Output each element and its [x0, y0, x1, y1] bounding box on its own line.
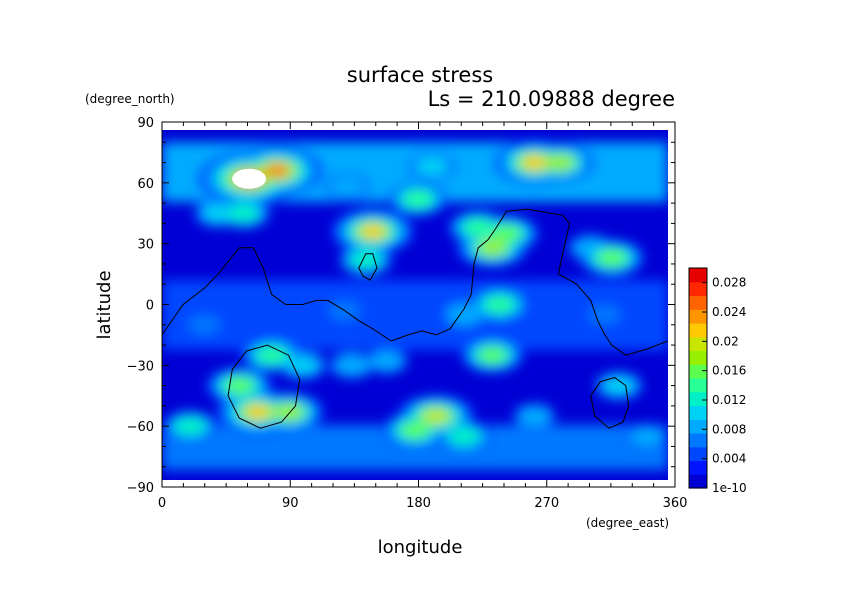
field-blob [269, 166, 285, 175]
x-axis: 0 90 180 270 360 [158, 122, 688, 511]
colorbar-segment [689, 295, 707, 310]
field-blob [401, 422, 429, 438]
colorbar-segment [689, 350, 707, 365]
colorbar-tick-label: 1e-10 [712, 481, 747, 495]
field-blob [188, 315, 221, 335]
colorbar-segment [689, 309, 707, 324]
y-axis: 90 60 30 0 −30 −60 −90 [127, 116, 675, 496]
colorbar-segment [689, 378, 707, 393]
y-tick-label: 90 [137, 116, 154, 131]
field-blob [425, 410, 447, 422]
colorbar-segment [689, 281, 707, 297]
field-blob [604, 377, 634, 395]
field-blob [338, 357, 366, 374]
chart-title: surface stress [347, 63, 493, 87]
x-tick-label: 270 [534, 496, 559, 511]
y-tick-label: 0 [146, 299, 154, 314]
colorbar-segment [689, 433, 707, 448]
colorbar-tick-label: 0.024 [712, 305, 746, 319]
field-blob [246, 405, 270, 419]
colorbar-segment [689, 323, 707, 338]
field-blob [369, 351, 404, 372]
y-axis-label: latitude [94, 270, 115, 339]
colorbar-tick-label: 0.016 [712, 364, 746, 378]
x-tick-label: 360 [663, 496, 688, 511]
field-blob [203, 204, 233, 222]
plot-area [161, 121, 676, 488]
colorbar-segment [689, 460, 707, 475]
field-blob [174, 416, 207, 436]
colorbar-frame [688, 267, 708, 489]
contour-south-ellipse-west [227, 344, 301, 429]
field-blob [465, 220, 491, 235]
x-unit-label: (degree_east) [586, 516, 669, 530]
colorbar: 0.028 0.024 0.02 0.016 0.012 0.008 0.004 1e-10 [688, 267, 747, 495]
colorbar-tick-label: 0.008 [712, 422, 746, 436]
x-tick-label: 0 [158, 496, 166, 511]
field-blob [278, 406, 299, 418]
colorbar-segment [689, 419, 707, 434]
contour-lines [162, 208, 668, 429]
y-tick-label: −30 [127, 359, 154, 374]
field-blob [523, 156, 546, 169]
field-blob [479, 347, 506, 363]
colorbar-tick-label: 0.02 [712, 334, 739, 348]
colorbar-segment [689, 336, 707, 352]
colorbar-segment [689, 364, 707, 379]
field-blob [492, 225, 520, 242]
field-blob [417, 158, 447, 176]
field-blob [482, 242, 503, 254]
y-tick-label: −60 [127, 420, 154, 435]
field-blob [598, 250, 626, 266]
field-blob [349, 250, 382, 270]
colorbar-tick-label: 0.012 [712, 393, 746, 407]
x-tick-label: 90 [282, 496, 299, 511]
y-tick-label: 30 [137, 238, 154, 253]
field-blob [361, 225, 385, 238]
contour-south-ellipse-east [590, 376, 630, 429]
field-blob [517, 405, 552, 427]
colorbar-segment [689, 268, 707, 283]
field-blob [405, 191, 431, 207]
colorbar-segment [689, 391, 707, 407]
saturated-region [232, 168, 267, 189]
x-axis-label: longitude [378, 537, 463, 558]
chart-subtitle: Ls = 210.09888 degree [428, 87, 675, 111]
field-blob [549, 157, 570, 169]
field-blob [448, 427, 481, 446]
field-blob [486, 297, 512, 312]
contour-equatorial-boundary [162, 208, 668, 356]
field-blob [227, 204, 260, 223]
field-blob [225, 377, 253, 394]
colorbar-tick-label: 0.028 [712, 276, 746, 290]
y-tick-label: −90 [127, 481, 154, 496]
colorbar-tick-label: 0.004 [712, 452, 746, 466]
x-tick-label: 180 [406, 496, 431, 511]
contour-north-ellipse [358, 253, 378, 281]
colorbar-segment [689, 474, 707, 489]
colorbar-segment [689, 405, 707, 420]
field-blob [629, 426, 664, 447]
y-tick-label: 60 [137, 177, 154, 192]
field-blob [259, 348, 285, 363]
field-blob [333, 178, 362, 195]
field-blob [288, 356, 317, 374]
y-unit-label: (degree_north) [85, 92, 175, 106]
colorbar-segment [689, 446, 707, 462]
